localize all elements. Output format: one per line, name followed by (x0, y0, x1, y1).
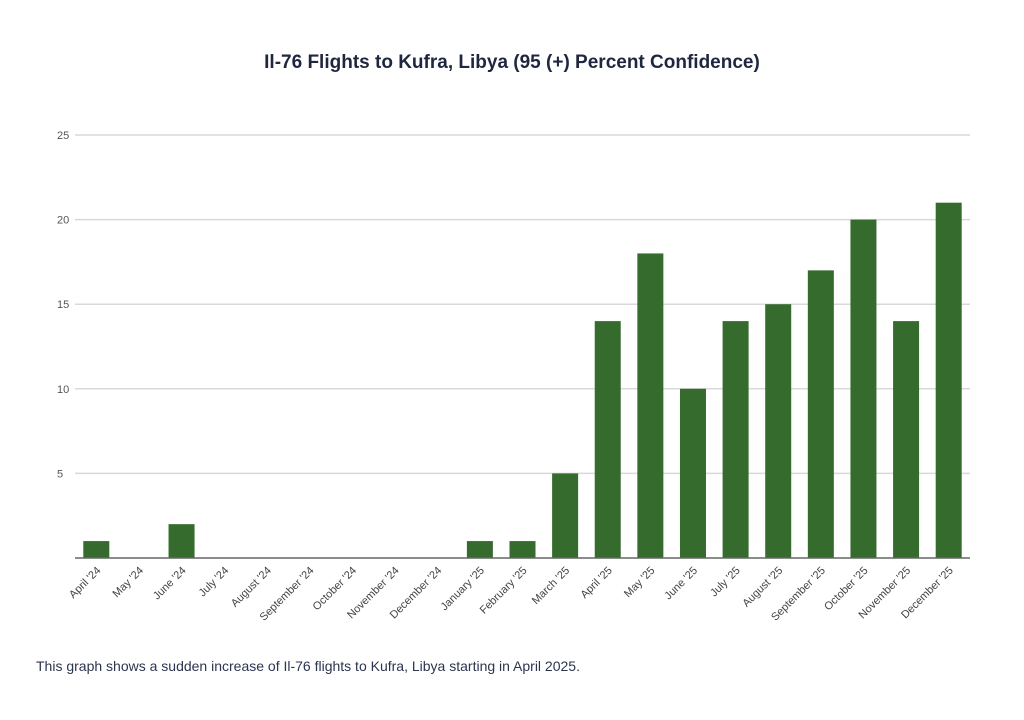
bars (83, 202, 962, 558)
x-tick-label: July '24 (197, 565, 232, 600)
x-tick-label: April '24 (67, 565, 103, 601)
bar (509, 541, 536, 558)
x-tick-label: April '25 (579, 565, 615, 601)
bar (466, 541, 493, 558)
x-tick-label: June '24 (151, 565, 189, 603)
bar (594, 321, 621, 558)
bar (552, 473, 579, 558)
x-tick-label: June '25 (662, 565, 700, 603)
x-tick-label: August '24 (229, 565, 274, 610)
bar (807, 270, 834, 558)
bar (765, 304, 792, 558)
gridlines (75, 134, 970, 475)
bar (935, 202, 962, 558)
y-axis-ticks: 5 10 15 20 25 (57, 130, 69, 480)
x-tick-label: July '25 (708, 565, 743, 600)
bar (679, 388, 706, 558)
bar (168, 524, 195, 558)
y-tick-label: 10 (57, 384, 69, 396)
bar (637, 253, 664, 558)
x-tick-label: March '25 (530, 565, 572, 607)
y-tick-label: 20 (57, 215, 69, 227)
bar (850, 219, 877, 558)
bar (722, 321, 749, 558)
chart-title: Il-76 Flights to Kufra, Libya (95 (+) Pe… (264, 52, 760, 73)
x-tick-label: August '25 (740, 565, 785, 610)
y-tick-label: 25 (57, 130, 69, 142)
y-tick-label: 5 (57, 468, 63, 480)
x-tick-label: May '24 (111, 565, 146, 600)
bar (893, 321, 920, 558)
chart-caption: This graph shows a sudden increase of Il… (36, 658, 580, 674)
x-tick-label: May '25 (622, 565, 657, 600)
bar (83, 541, 110, 558)
y-tick-label: 15 (57, 299, 69, 311)
